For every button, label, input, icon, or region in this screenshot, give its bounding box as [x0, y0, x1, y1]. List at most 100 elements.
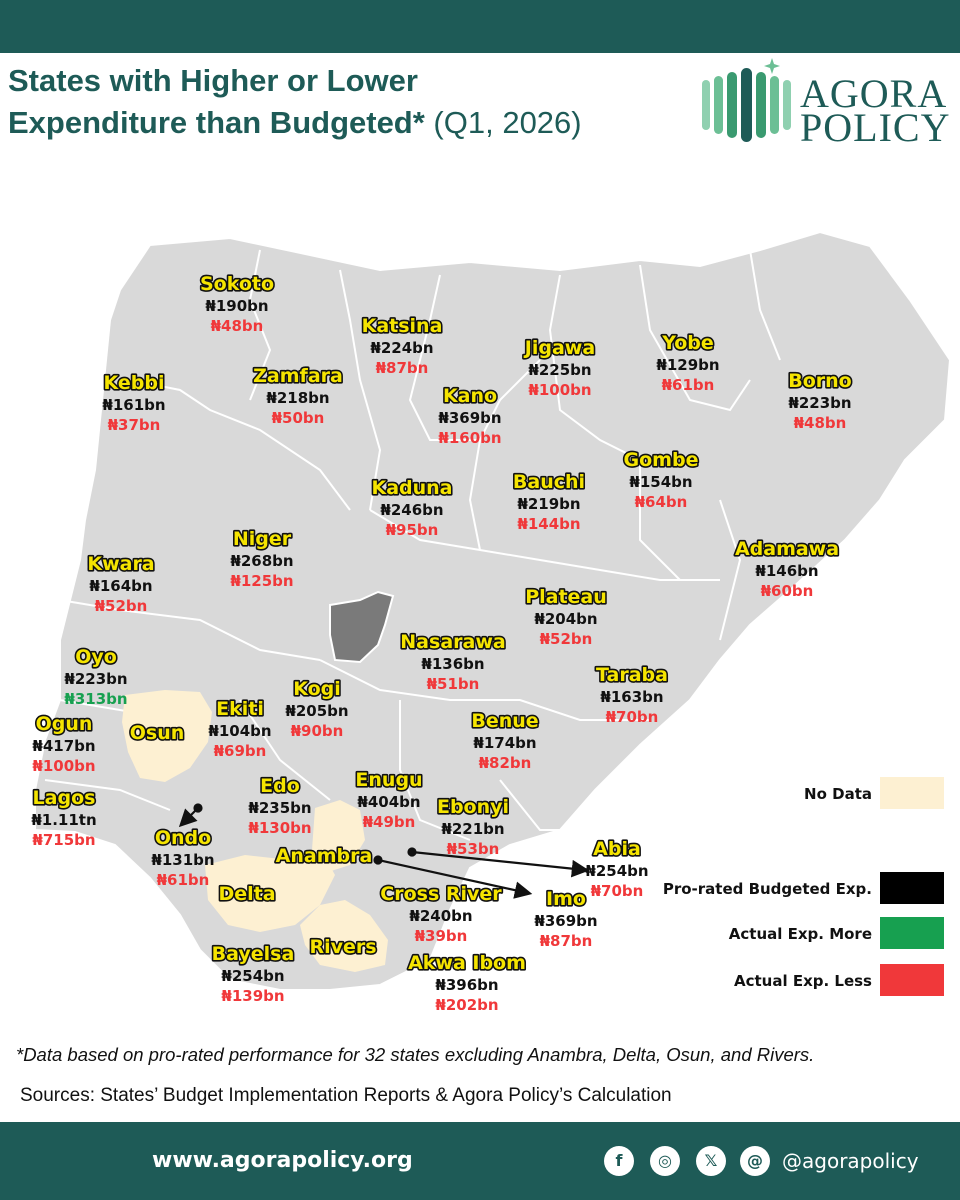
page-title: States with Higher or Lower Expenditure …: [8, 60, 582, 144]
state-label-kogi: Kogi ₦205bn ₦90bn: [285, 676, 348, 740]
sokoto-actual-value: ₦48bn: [211, 317, 264, 335]
state-label-kaduna: Kaduna ₦246bn ₦95bn: [370, 475, 454, 539]
benue-name: Benue: [471, 710, 538, 732]
taraba-actual-value: ₦70bn: [606, 708, 659, 726]
gombe-name: Gombe: [624, 449, 699, 471]
plateau-actual-value: ₦52bn: [540, 630, 593, 648]
ebonyi-budgeted-value: ₦221bn: [441, 820, 504, 838]
state-label-ebonyi: Ebonyi ₦221bn ₦53bn: [435, 794, 510, 858]
state-label-adamawa: Adamawa ₦146bn ₦60bn: [733, 536, 840, 600]
akwa-ibom-name: Akwa Ibom: [408, 952, 526, 974]
legend-label-no-data: No Data: [804, 785, 872, 803]
plateau-budgeted-value: ₦204bn: [534, 610, 597, 628]
zamfara-name: Zamfara: [253, 365, 343, 387]
sokoto-name: Sokoto: [200, 273, 274, 295]
kano-budgeted-value: ₦369bn: [438, 409, 501, 427]
cross-river-budgeted-value: ₦240bn: [409, 907, 472, 925]
ondo-budgeted-value: ₦131bn: [151, 851, 214, 869]
imo-budgeted-value: ₦369bn: [534, 912, 597, 930]
kaduna-budgeted-value: ₦246bn: [380, 501, 443, 519]
state-label-bayelsa: Bayelsa ₦254bn ₦139bn: [210, 941, 296, 1005]
lagos-budgeted-value: ₦1.11tn: [31, 811, 96, 829]
ekiti-actual-value: ₦69bn: [214, 742, 267, 760]
adamawa-name: Adamawa: [735, 538, 839, 560]
borno-actual-value: ₦48bn: [794, 414, 847, 432]
legend-swatch-budgeted: [880, 872, 944, 904]
threads-icon[interactable]: @: [740, 1146, 770, 1176]
zamfara-actual-value: ₦50bn: [272, 409, 325, 427]
top-bar: [0, 0, 960, 53]
legend-swatch-more: [880, 917, 944, 949]
state-label-kwara: Kwara ₦164bn ₦52bn: [86, 551, 156, 615]
imo-actual-value: ₦87bn: [540, 932, 593, 950]
state-label-zamfara: Zamfara ₦218bn ₦50bn: [252, 363, 345, 427]
nasarawa-name: Nasarawa: [400, 631, 505, 653]
legend-swatch-no-data: [880, 777, 944, 809]
ekiti-name: Ekiti: [216, 698, 264, 720]
state-label-benue: Benue ₦174bn ₦82bn: [470, 708, 541, 772]
edo-name: Edo: [260, 775, 300, 797]
no-data-label-osun: Osun: [130, 722, 185, 744]
state-label-ondo: Ondo ₦131bn ₦61bn: [151, 825, 214, 889]
lagos-name: Lagos: [33, 787, 96, 809]
borno-name: Borno: [788, 370, 852, 392]
cross-river-name: Cross River: [380, 883, 502, 905]
logo-text-agora: AGORA: [800, 71, 948, 116]
state-label-oyo: Oyo ₦223bn ₦313bn: [64, 644, 127, 708]
kano-name: Kano: [443, 385, 497, 407]
map-landmass: [34, 230, 952, 991]
state-label-enugu: Enugu ₦404bn ₦49bn: [354, 767, 424, 831]
abia-leader-dot: [407, 847, 417, 857]
no-data-label-rivers: Rivers: [309, 936, 376, 958]
kogi-actual-value: ₦90bn: [291, 722, 344, 740]
kebbi-budgeted-value: ₦161bn: [102, 396, 165, 414]
abia-leader-arrow: [411, 850, 590, 878]
bottom-bar: www.agorapolicy.org f ◎ 𝕏 @ @agorapolicy: [0, 1122, 960, 1200]
gombe-actual-value: ₦64bn: [635, 493, 688, 511]
kebbi-name: Kebbi: [104, 372, 165, 394]
legend-label-budgeted: Pro-rated Budgeted Exp.: [662, 880, 872, 898]
legend-label-less: Actual Exp. Less: [733, 972, 872, 990]
borno-budgeted-value: ₦223bn: [788, 394, 851, 412]
legend-item-budgeted: Pro-rated Budgeted Exp.: [640, 872, 952, 906]
state-label-sokoto: Sokoto ₦190bn ₦48bn: [198, 271, 275, 335]
enugu-budgeted-value: ₦404bn: [357, 793, 420, 811]
adamawa-budgeted-value: ₦146bn: [755, 562, 818, 580]
ondo-actual-value: ₦61bn: [157, 871, 210, 889]
leader-arrows: [178, 803, 590, 899]
sokoto-budgeted-value: ₦190bn: [205, 297, 268, 315]
anambra-region: [312, 800, 365, 872]
oyo-actual-value: ₦313bn: [64, 690, 127, 708]
fct-abuja-region: [329, 590, 395, 664]
jigawa-name: Jigawa: [523, 337, 595, 359]
lagos-actual-value: ₦715bn: [32, 831, 95, 849]
edo-budgeted-value: ₦235bn: [248, 799, 311, 817]
bauchi-name: Bauchi: [513, 471, 585, 493]
state-label-edo: Edo ₦235bn ₦130bn: [248, 773, 311, 837]
akwa-ibom-actual-value: ₦202bn: [435, 996, 498, 1014]
kogi-budgeted-value: ₦205bn: [285, 702, 348, 720]
plateau-name: Plateau: [525, 586, 607, 608]
abia-budgeted-value: ₦254bn: [585, 862, 648, 880]
website-link[interactable]: www.agorapolicy.org: [152, 1148, 413, 1173]
imo-name: Imo: [546, 888, 586, 910]
sources: Sources: States’ Budget Implementation R…: [20, 1085, 672, 1106]
footnote: *Data based on pro-rated performance for…: [16, 1044, 815, 1065]
state-label-plateau: Plateau ₦204bn ₦52bn: [524, 584, 609, 648]
facebook-icon[interactable]: f: [604, 1146, 634, 1176]
instagram-icon[interactable]: ◎: [650, 1146, 680, 1176]
nasarawa-actual-value: ₦51bn: [427, 675, 480, 693]
edo-actual-value: ₦130bn: [248, 819, 311, 837]
akwa-ibom-budgeted-value: ₦396bn: [435, 976, 498, 994]
yobe-actual-value: ₦61bn: [662, 376, 715, 394]
abia-actual-value: ₦70bn: [591, 882, 644, 900]
enugu-actual-value: ₦49bn: [363, 813, 416, 831]
no-data-label-anambra: Anambra: [276, 845, 373, 867]
x-icon[interactable]: 𝕏: [696, 1146, 726, 1176]
jigawa-budgeted-value: ₦225bn: [528, 361, 591, 379]
katsina-name: Katsina: [362, 315, 443, 337]
kaduna-actual-value: ₦95bn: [386, 521, 439, 539]
agora-policy-logo: AGORA POLICY: [700, 58, 960, 150]
